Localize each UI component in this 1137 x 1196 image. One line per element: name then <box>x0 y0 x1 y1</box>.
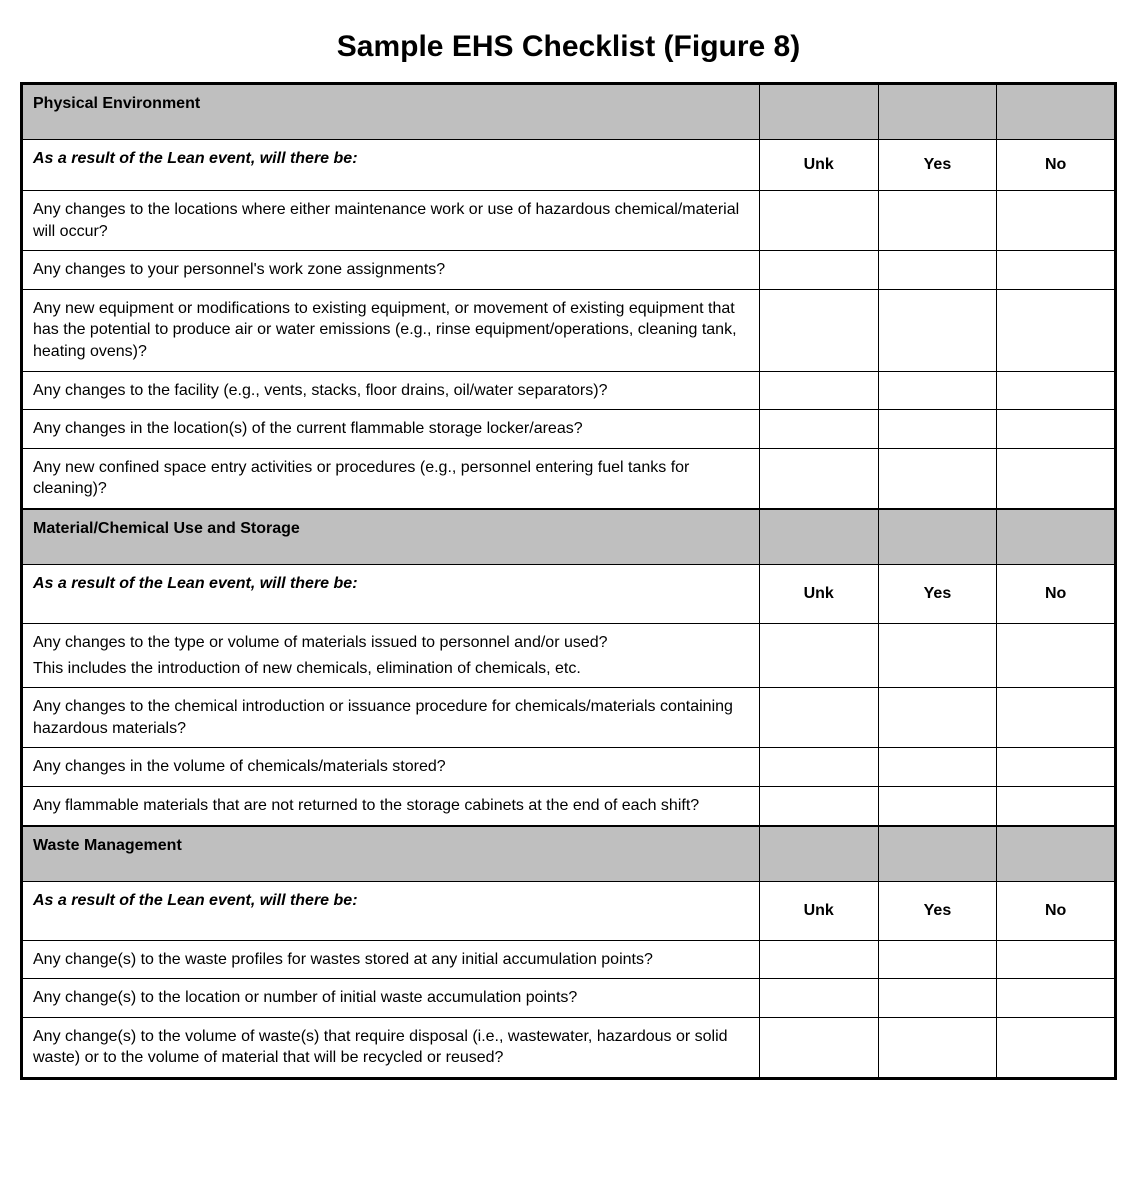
answer-cell-unk[interactable] <box>759 371 878 410</box>
answer-cell-no[interactable] <box>997 786 1116 825</box>
subheader-text: As a result of the Lean event, will ther… <box>22 140 760 191</box>
answer-cell-yes[interactable] <box>878 371 997 410</box>
answer-cell-no[interactable] <box>997 448 1116 509</box>
question-cell: Any changes in the volume of chemicals/m… <box>22 748 760 787</box>
answer-cell-no[interactable] <box>997 371 1116 410</box>
answer-cell-no[interactable] <box>997 979 1116 1018</box>
answer-cell-unk[interactable] <box>759 410 878 449</box>
answer-cell-yes[interactable] <box>878 251 997 290</box>
question-cell: Any changes to the type or volume of mat… <box>22 623 760 687</box>
question-cell: Any new confined space entry activities … <box>22 448 760 509</box>
answer-cell-yes[interactable] <box>878 623 997 687</box>
answer-cell-yes[interactable] <box>878 940 997 979</box>
answer-cell-yes[interactable] <box>878 191 997 251</box>
answer-cell-no[interactable] <box>997 289 1116 371</box>
section-header-blank <box>878 509 997 565</box>
answer-cell-yes[interactable] <box>878 448 997 509</box>
answer-cell-yes[interactable] <box>878 289 997 371</box>
answer-cell-no[interactable] <box>997 688 1116 748</box>
section-header-blank <box>759 826 878 882</box>
answer-cell-unk[interactable] <box>759 289 878 371</box>
answer-cell-unk[interactable] <box>759 688 878 748</box>
col-header-no: No <box>997 140 1116 191</box>
answer-cell-unk[interactable] <box>759 748 878 787</box>
answer-cell-no[interactable] <box>997 1017 1116 1078</box>
col-header-yes: Yes <box>878 881 997 940</box>
checklist-table: Physical EnvironmentAs a result of the L… <box>20 82 1117 1080</box>
col-header-unk: Unk <box>759 564 878 623</box>
answer-cell-no[interactable] <box>997 940 1116 979</box>
answer-cell-yes[interactable] <box>878 786 997 825</box>
answer-cell-unk[interactable] <box>759 251 878 290</box>
answer-cell-unk[interactable] <box>759 979 878 1018</box>
col-header-yes: Yes <box>878 564 997 623</box>
section-header-blank <box>878 84 997 140</box>
question-cell: Any change(s) to the location or number … <box>22 979 760 1018</box>
answer-cell-yes[interactable] <box>878 979 997 1018</box>
question-cell: Any changes to your personnel's work zon… <box>22 251 760 290</box>
answer-cell-yes[interactable] <box>878 1017 997 1078</box>
col-header-no: No <box>997 564 1116 623</box>
section-header-blank <box>759 509 878 565</box>
col-header-no: No <box>997 881 1116 940</box>
col-header-unk: Unk <box>759 140 878 191</box>
answer-cell-no[interactable] <box>997 251 1116 290</box>
section-header-blank <box>997 826 1116 882</box>
question-cell: Any changes in the location(s) of the cu… <box>22 410 760 449</box>
question-cell: Any changes to the chemical introduction… <box>22 688 760 748</box>
section-header-blank <box>878 826 997 882</box>
page-title: Sample EHS Checklist (Figure 8) <box>20 30 1117 64</box>
section-header-blank <box>997 509 1116 565</box>
answer-cell-unk[interactable] <box>759 191 878 251</box>
answer-cell-unk[interactable] <box>759 786 878 825</box>
section-header: Material/Chemical Use and Storage <box>22 509 760 565</box>
subheader-text: As a result of the Lean event, will ther… <box>22 881 760 940</box>
answer-cell-unk[interactable] <box>759 940 878 979</box>
question-cell: Any change(s) to the waste profiles for … <box>22 940 760 979</box>
answer-cell-unk[interactable] <box>759 448 878 509</box>
question-cell: Any new equipment or modifications to ex… <box>22 289 760 371</box>
section-header-blank <box>997 84 1116 140</box>
answer-cell-unk[interactable] <box>759 623 878 687</box>
question-cell: Any change(s) to the volume of waste(s) … <box>22 1017 760 1078</box>
answer-cell-yes[interactable] <box>878 410 997 449</box>
answer-cell-unk[interactable] <box>759 1017 878 1078</box>
section-header: Physical Environment <box>22 84 760 140</box>
question-cell: Any changes to the locations where eithe… <box>22 191 760 251</box>
answer-cell-no[interactable] <box>997 191 1116 251</box>
section-header-blank <box>759 84 878 140</box>
answer-cell-no[interactable] <box>997 623 1116 687</box>
subheader-text: As a result of the Lean event, will ther… <box>22 564 760 623</box>
col-header-unk: Unk <box>759 881 878 940</box>
col-header-yes: Yes <box>878 140 997 191</box>
section-header: Waste Management <box>22 826 760 882</box>
answer-cell-no[interactable] <box>997 410 1116 449</box>
answer-cell-no[interactable] <box>997 748 1116 787</box>
answer-cell-yes[interactable] <box>878 688 997 748</box>
question-cell: Any changes to the facility (e.g., vents… <box>22 371 760 410</box>
answer-cell-yes[interactable] <box>878 748 997 787</box>
question-cell: Any flammable materials that are not ret… <box>22 786 760 825</box>
